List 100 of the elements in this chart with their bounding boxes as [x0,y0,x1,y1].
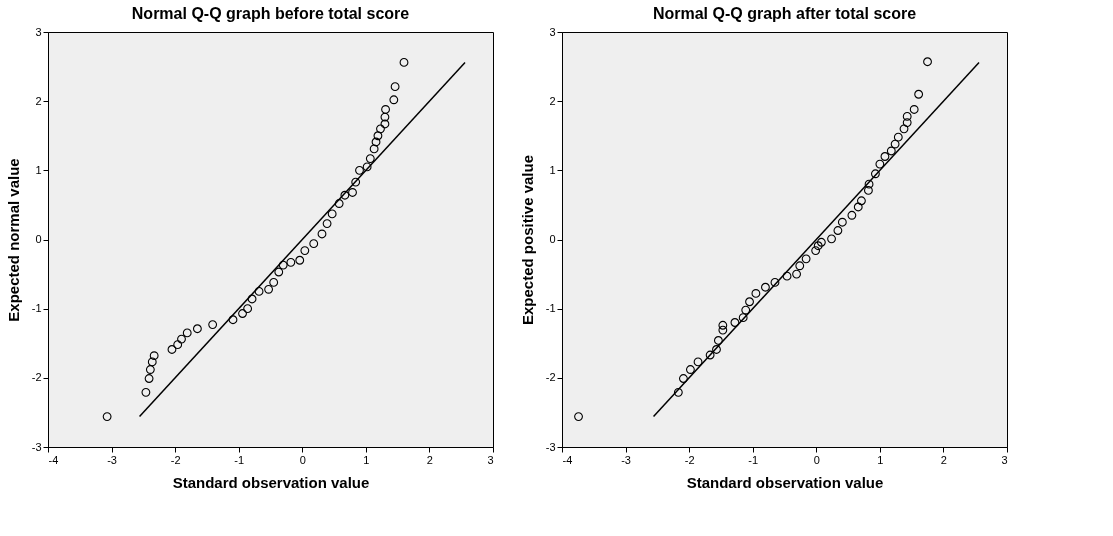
point [238,309,247,318]
point [348,188,357,197]
x-tick-label: -1 [234,453,245,466]
point [792,269,801,279]
point [141,387,151,397]
point [340,190,350,200]
x-tick-label: 3 [1001,453,1008,466]
point [712,345,721,354]
point [247,294,257,304]
point [902,118,912,128]
point [362,162,372,172]
point [899,124,909,134]
point [886,146,896,156]
point [182,328,192,338]
point [269,277,279,287]
point [863,185,873,195]
point [381,105,390,114]
point [909,105,919,114]
y-tick-label: 0 [549,233,556,245]
y-axis-title: Expected normal value [4,158,22,322]
point [864,179,874,189]
x-tick-label: 1 [877,453,884,466]
x-axis-title: Standard observation value [172,473,370,491]
point [914,89,924,99]
point [847,210,857,220]
point [144,374,154,383]
y-tick-label: 3 [549,25,556,38]
point [853,202,863,212]
point [893,132,903,142]
x-tick-label: 2 [426,453,433,466]
point [274,267,284,277]
point [782,271,792,281]
point [317,229,327,239]
y-axis-title: Expected positive value [518,154,536,326]
point [751,289,761,298]
point [173,340,183,350]
x-tick-label: 3 [487,453,494,466]
x-tick-label: -4 [48,453,59,466]
point [923,57,932,67]
point [718,320,728,330]
point [718,325,728,335]
y-tick-label: -3 [31,440,42,453]
x-tick-label: 0 [299,453,306,466]
x-tick-label: -3 [107,453,117,466]
x-tick-label: -2 [684,453,695,466]
point [390,82,400,92]
y-tick-label: 3 [35,25,42,38]
point [365,154,375,163]
point [322,219,332,229]
chart-title: Normal Q-Q graph after total score [652,5,917,22]
y-tick-label: -1 [31,302,42,315]
point [376,124,385,134]
point [334,199,344,208]
point [679,374,688,383]
point [167,345,177,354]
point [371,137,381,147]
point [880,152,890,161]
y-tick-label: 0 [35,233,42,245]
point [147,357,157,367]
point [177,334,186,344]
x-axis-title: Standard observation value [686,473,884,491]
point [208,320,218,329]
y-tick-label: -1 [545,302,556,315]
point [827,234,836,244]
point [192,324,202,334]
x-tick-label: -3 [621,453,631,466]
y-tick-label: -2 [545,371,556,384]
point [373,131,383,141]
y-tick-label: 1 [35,163,42,176]
point [149,351,159,361]
point [574,412,583,421]
point [685,365,695,374]
point [713,336,723,345]
point [801,254,811,264]
point [745,297,754,307]
y-tick-label: -2 [31,371,42,384]
point [351,177,361,187]
point [286,257,296,267]
y-tick-label: 2 [35,94,42,107]
point [673,387,683,397]
x-tick-label: 0 [813,453,820,466]
point [741,305,751,315]
point [300,246,310,255]
point [369,144,379,154]
point [813,241,823,251]
point [816,237,826,247]
point [761,282,770,292]
point [228,315,238,325]
point [254,286,264,296]
point [870,169,880,179]
x-tick-label: -4 [562,453,573,466]
x-tick-label: -2 [170,453,181,466]
y-tick-label: -3 [545,440,556,453]
y-tick-label: 2 [549,94,556,107]
point [738,313,748,323]
chart-title: Normal Q-Q graph before total score [131,5,410,22]
point [264,284,274,294]
point [355,165,364,175]
y-tick-label: 1 [549,163,556,176]
point [399,58,409,67]
